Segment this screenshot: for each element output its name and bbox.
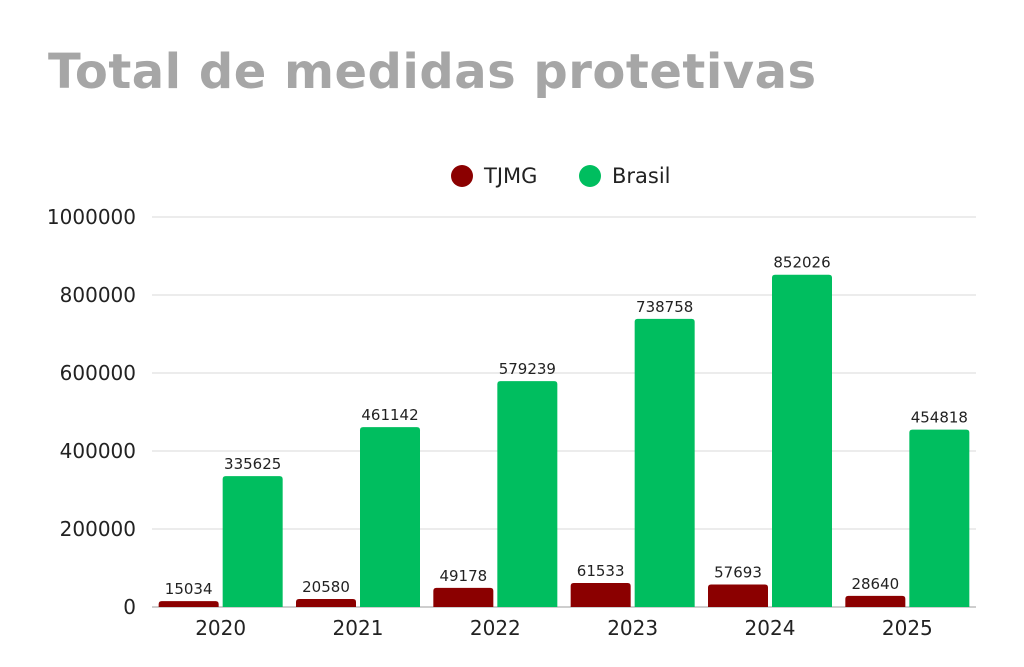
legend-label-tjmg: TJMG	[483, 164, 537, 188]
legend-marker-tjmg	[451, 165, 473, 187]
x-tick-label: 2025	[882, 616, 933, 640]
data-label: 28640	[851, 575, 899, 593]
legend-label-brasil: Brasil	[612, 164, 671, 188]
data-label: 852026	[773, 254, 830, 272]
bars: 15034 335625 20580 461142 49178 579239 61533 73…	[158, 254, 970, 607]
data-label: 335625	[224, 455, 281, 473]
data-label: 20580	[302, 578, 350, 596]
bar-brasil-2025	[909, 429, 970, 607]
bar-brasil-2021	[360, 427, 420, 607]
y-tick-label: 0	[123, 595, 136, 619]
bar-brasil-2022	[497, 381, 558, 607]
data-label: 49178	[439, 567, 487, 585]
y-tick-label: 1000000	[47, 205, 136, 229]
x-axis: 2020 2021 2022 2023 2024 2025	[195, 616, 933, 640]
bar-tjmg-2020	[158, 601, 219, 607]
data-label: 15034	[165, 580, 213, 598]
bar-tjmg-2022	[433, 587, 494, 607]
data-label: 461142	[361, 406, 418, 424]
bar-tjmg-2021	[296, 598, 356, 607]
x-tick-label: 2020	[195, 616, 246, 640]
bar-brasil-2020	[222, 476, 283, 607]
data-label: 454818	[911, 409, 968, 427]
chart-title: Total de medidas protetivas	[48, 44, 817, 100]
y-tick-label: 800000	[60, 283, 136, 307]
x-tick-label: 2022	[470, 616, 521, 640]
gridlines	[152, 216, 976, 608]
x-tick-label: 2021	[333, 616, 384, 640]
y-tick-label: 200000	[60, 517, 136, 541]
data-label: 61533	[577, 562, 625, 580]
bar-brasil-2024	[772, 274, 832, 607]
bar-tjmg-2023	[570, 583, 631, 607]
bar-tjmg-2024	[708, 584, 768, 607]
bar-tjmg-2025	[845, 595, 906, 607]
data-label: 579239	[499, 360, 556, 378]
bar-brasil-2023	[634, 318, 695, 607]
x-tick-label: 2024	[745, 616, 796, 640]
x-tick-label: 2023	[607, 616, 658, 640]
y-axis: 0 200000 400000 600000 800000 1000000	[47, 205, 136, 619]
y-tick-label: 400000	[60, 439, 136, 463]
data-label: 57693	[714, 563, 762, 581]
y-tick-label: 600000	[60, 361, 136, 385]
data-label: 738758	[636, 298, 693, 316]
legend: TJMG Brasil	[451, 164, 671, 188]
legend-marker-brasil	[579, 165, 601, 187]
